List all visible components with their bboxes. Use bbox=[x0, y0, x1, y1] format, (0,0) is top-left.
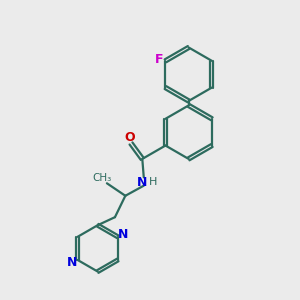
Text: F: F bbox=[155, 53, 163, 66]
Text: H: H bbox=[149, 177, 158, 187]
Text: CH₃: CH₃ bbox=[92, 173, 111, 183]
Text: N: N bbox=[67, 256, 77, 269]
Text: O: O bbox=[125, 131, 135, 144]
Text: N: N bbox=[137, 176, 148, 189]
Text: N: N bbox=[118, 228, 128, 241]
